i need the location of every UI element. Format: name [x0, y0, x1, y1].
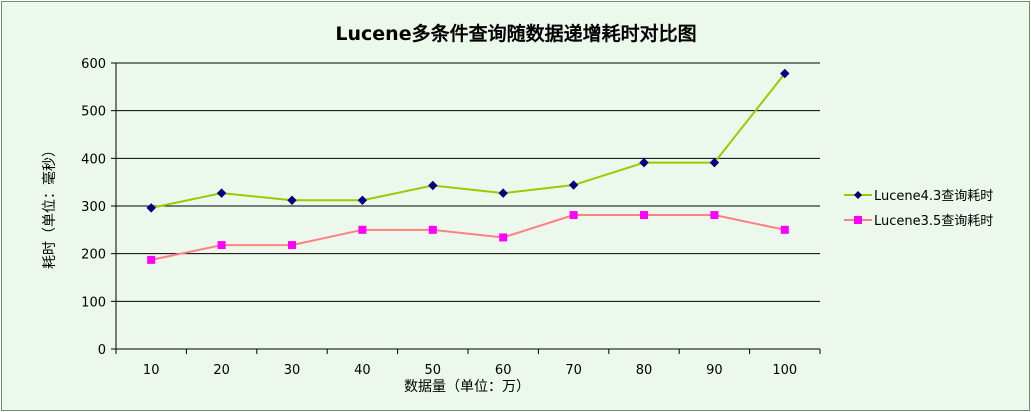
- y-axis-label: 耗时（单位：毫秒）: [41, 143, 58, 269]
- data-point-marker: [780, 68, 790, 79]
- x-tick-label: 10: [143, 363, 160, 378]
- data-point-marker: [710, 211, 719, 220]
- x-tick-label: 70: [565, 363, 582, 378]
- y-tick-label: 500: [81, 105, 106, 120]
- data-point-marker: [640, 211, 648, 220]
- y-tick-label: 200: [81, 248, 106, 263]
- data-point-marker: [358, 225, 367, 234]
- y-tick-label: 100: [81, 295, 106, 310]
- data-point-marker: [357, 195, 368, 205]
- data-point-marker: [287, 195, 297, 205]
- x-tick-label: 100: [772, 363, 797, 378]
- data-point-marker: [780, 225, 789, 234]
- x-tick-label: 80: [636, 363, 653, 378]
- data-point-marker: [147, 255, 156, 264]
- data-point-marker: [217, 241, 226, 250]
- legend-marker: [854, 216, 862, 224]
- x-tick-label: 20: [213, 363, 230, 378]
- data-point-marker: [428, 225, 437, 234]
- series-layer: [146, 68, 790, 264]
- data-point-marker: [499, 233, 508, 242]
- series-line-2: [150, 214, 786, 261]
- gridlines: [116, 62, 820, 302]
- y-tick-label: 300: [81, 200, 106, 215]
- x-axis-ticks: 10 20 30 40 50 60 70 80 90 100: [115, 349, 821, 378]
- legend-label: Lucene3.5查询耗时: [874, 214, 993, 229]
- data-point-marker: [428, 180, 438, 191]
- y-tick-label: 400: [81, 152, 106, 167]
- legend-label: Lucene4.3查询耗时: [874, 189, 993, 204]
- data-point-marker: [569, 211, 578, 220]
- chart-title: Lucene多条件查询随数据递增耗时对比图: [335, 22, 696, 45]
- x-tick-label: 90: [706, 363, 723, 378]
- data-point-marker: [568, 180, 579, 190]
- x-tick-label: 30: [284, 363, 301, 378]
- series-line-1: [150, 72, 786, 209]
- x-axis-label: 数据量（单位：万）: [404, 379, 530, 395]
- x-tick-label: 50: [425, 363, 442, 378]
- data-point-marker: [498, 188, 508, 198]
- data-point-marker: [288, 241, 296, 250]
- legend-marker: [854, 191, 862, 199]
- x-tick-label: 60: [495, 363, 512, 378]
- legend: Lucene4.3查询耗时 Lucene3.5查询耗时: [844, 189, 993, 229]
- x-tick-label: 40: [354, 363, 371, 378]
- y-tick-label: 600: [81, 57, 106, 72]
- y-tick-label: 0: [98, 343, 106, 358]
- data-point-marker: [709, 157, 720, 168]
- data-point-marker: [216, 188, 227, 198]
- data-point-marker: [146, 203, 156, 213]
- data-point-marker: [639, 157, 649, 168]
- y-axis-ticks: 0 100 200 300 400 500 600: [81, 57, 116, 358]
